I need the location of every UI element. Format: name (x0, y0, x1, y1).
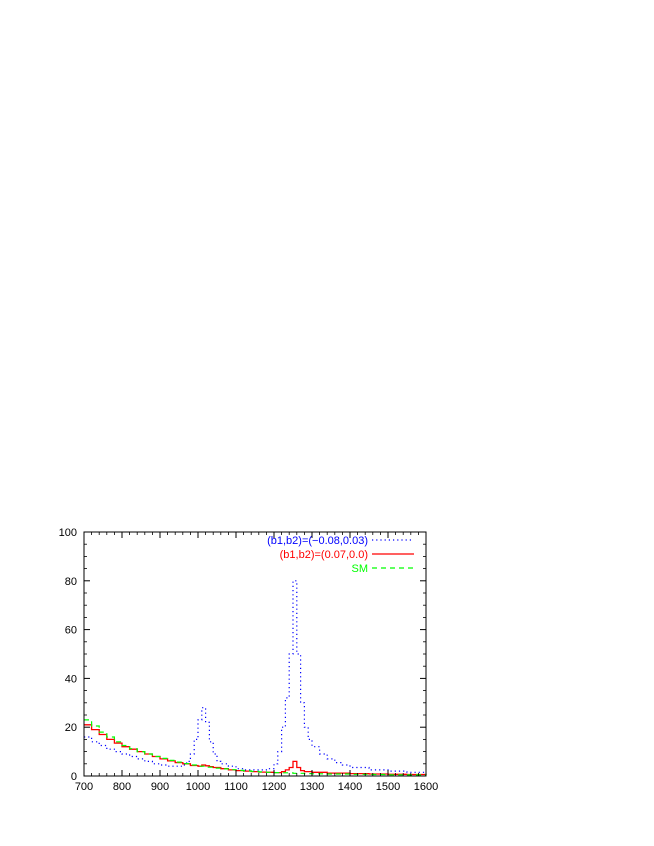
y-tick-label: 100 (59, 527, 77, 539)
legend: (b1,b2)=(−0.08,0.03) (b1,b2)=(0.07,0.0) SM (267, 535, 414, 575)
x-tick-label: 1000 (186, 781, 210, 793)
x-tick-label: 800 (113, 781, 131, 793)
series-line-1 (84, 724, 427, 776)
x-tick-label: 1300 (300, 781, 324, 793)
y-tick-label: 20 (65, 722, 77, 734)
y-tick-label: 80 (65, 576, 77, 588)
x-tick-label: 700 (75, 781, 93, 793)
axes: 700 800 900 1000 1100 1200 1300 1400 1500 1600 0 20… (59, 527, 439, 793)
x-tick-label: 900 (151, 781, 169, 793)
x-tick-label: 1600 (414, 781, 438, 793)
plot-area (84, 580, 427, 776)
y-tick-label: 0 (71, 771, 77, 783)
x-tick-label: 1200 (262, 781, 286, 793)
x-tick-label: 1500 (376, 781, 400, 793)
legend-label-1: (b1,b2)=(0.07,0.0) (280, 549, 368, 561)
x-tick-label: 1100 (224, 781, 248, 793)
legend-label-0: (b1,b2)=(−0.08,0.03) (267, 535, 368, 547)
series-line-0 (84, 580, 427, 774)
x-tick-label: 1400 (338, 781, 362, 793)
legend-label-2: SM (352, 563, 369, 575)
y-tick-label: 60 (65, 625, 77, 637)
series-line-2 (84, 719, 427, 776)
y-tick-label: 40 (65, 673, 77, 685)
